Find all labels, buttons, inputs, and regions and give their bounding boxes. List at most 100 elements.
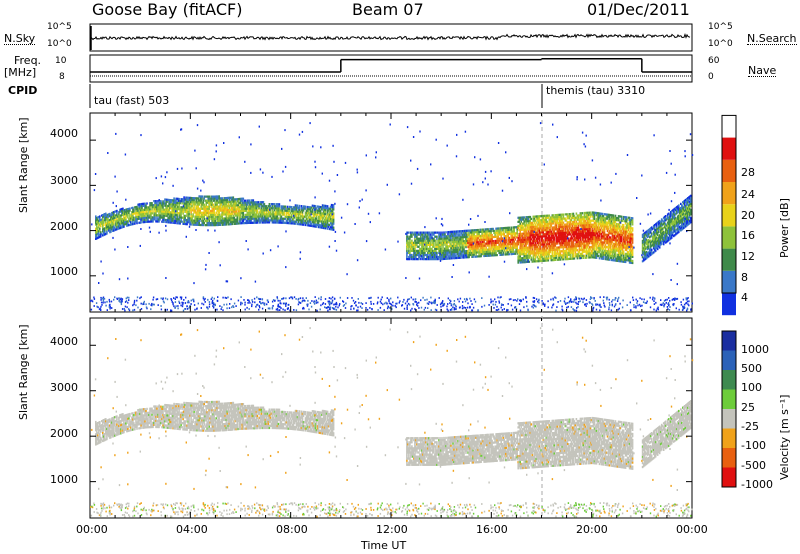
power-cell xyxy=(219,223,221,226)
power-cell xyxy=(172,199,174,202)
power-cell xyxy=(269,205,272,208)
power-cell xyxy=(305,211,308,214)
freq-panel-frame xyxy=(89,54,693,83)
power-cell xyxy=(509,244,511,248)
xtick-1600: 16:00 xyxy=(476,523,508,536)
power-cell xyxy=(414,237,416,240)
power-cell xyxy=(192,219,194,222)
power-cell xyxy=(153,218,155,221)
power-cell xyxy=(106,216,108,219)
power-cell xyxy=(227,223,230,226)
power-cell xyxy=(162,208,164,211)
power-cell xyxy=(214,203,216,206)
power-cell xyxy=(240,203,243,206)
power-cell xyxy=(95,231,97,234)
power-cell xyxy=(117,215,119,218)
power-cell xyxy=(109,220,111,224)
power-cell xyxy=(572,212,575,215)
power-cell xyxy=(220,215,222,218)
power-cell xyxy=(162,220,164,223)
power-cell xyxy=(114,216,116,219)
power-cell xyxy=(163,214,165,217)
power-cell xyxy=(312,223,315,226)
power-cell xyxy=(262,221,265,224)
power-cell xyxy=(113,213,115,216)
power-cell xyxy=(319,206,322,209)
power-cell xyxy=(235,220,238,223)
power-cell xyxy=(424,251,426,254)
power-cell xyxy=(259,209,262,212)
power-cell xyxy=(534,256,537,259)
power-cell xyxy=(315,213,318,216)
power-cell xyxy=(150,214,152,217)
power-cell xyxy=(260,203,263,206)
power-cell xyxy=(250,205,253,208)
power-cell xyxy=(298,210,301,214)
power-cell xyxy=(219,201,221,204)
power-cell xyxy=(121,218,123,221)
power-cell xyxy=(161,202,163,205)
power-cell xyxy=(233,210,236,213)
power-cell xyxy=(294,214,297,217)
power-cell xyxy=(317,226,320,229)
power-cell xyxy=(229,200,232,203)
power-cell xyxy=(123,221,125,224)
power-cell xyxy=(237,202,240,205)
power-cell xyxy=(126,212,128,215)
power-cell xyxy=(243,222,246,225)
power-cell xyxy=(528,256,531,259)
power-cell xyxy=(176,220,178,223)
power-cell xyxy=(153,216,155,219)
power-cell xyxy=(201,201,203,204)
power-cell xyxy=(239,201,242,204)
power-cell xyxy=(222,211,224,214)
power-cell xyxy=(289,222,292,225)
power-cell xyxy=(105,226,107,229)
power-cell xyxy=(207,224,209,227)
power-cell xyxy=(221,209,223,212)
power-cell xyxy=(144,202,146,205)
power-cell xyxy=(165,202,167,205)
power-cell xyxy=(280,205,283,208)
power-cell xyxy=(218,201,220,204)
power-cell xyxy=(539,247,542,250)
power-cell xyxy=(447,247,449,250)
power-cell xyxy=(508,230,510,233)
power-cell xyxy=(289,205,292,209)
power-cell xyxy=(573,257,576,260)
power-cell xyxy=(108,219,110,222)
power-cell xyxy=(430,233,432,236)
power-cell xyxy=(306,205,309,209)
power-cell xyxy=(232,220,235,223)
nsky-panel-frame xyxy=(89,23,693,52)
power-cell xyxy=(95,227,97,230)
power-cell xyxy=(305,222,308,225)
nsky-label: N.Sky xyxy=(4,32,36,45)
power-cell xyxy=(286,217,289,221)
power-cell xyxy=(188,196,190,199)
power-cell xyxy=(510,226,512,229)
power-cell xyxy=(239,214,242,217)
power-cell xyxy=(257,219,260,222)
power-cell xyxy=(115,220,117,223)
power-cell xyxy=(143,208,145,211)
power-cell xyxy=(431,247,433,250)
power-cell xyxy=(127,212,129,215)
power-cell xyxy=(220,209,222,212)
power-cell xyxy=(455,246,457,249)
power-cell xyxy=(315,207,318,210)
power-cell xyxy=(530,217,533,220)
power-cell xyxy=(110,220,112,223)
power-cell xyxy=(568,243,571,246)
power-cell xyxy=(110,218,112,221)
power-cell xyxy=(247,213,250,216)
power-cell xyxy=(120,214,122,217)
power-echoes xyxy=(90,122,694,312)
power-cell xyxy=(577,216,580,219)
power-cell xyxy=(523,250,525,254)
xtick-0800: 08:00 xyxy=(276,523,308,536)
power-cell xyxy=(150,218,152,221)
power-cell xyxy=(208,222,210,225)
power-cell xyxy=(581,212,584,215)
power-cell xyxy=(222,199,224,202)
